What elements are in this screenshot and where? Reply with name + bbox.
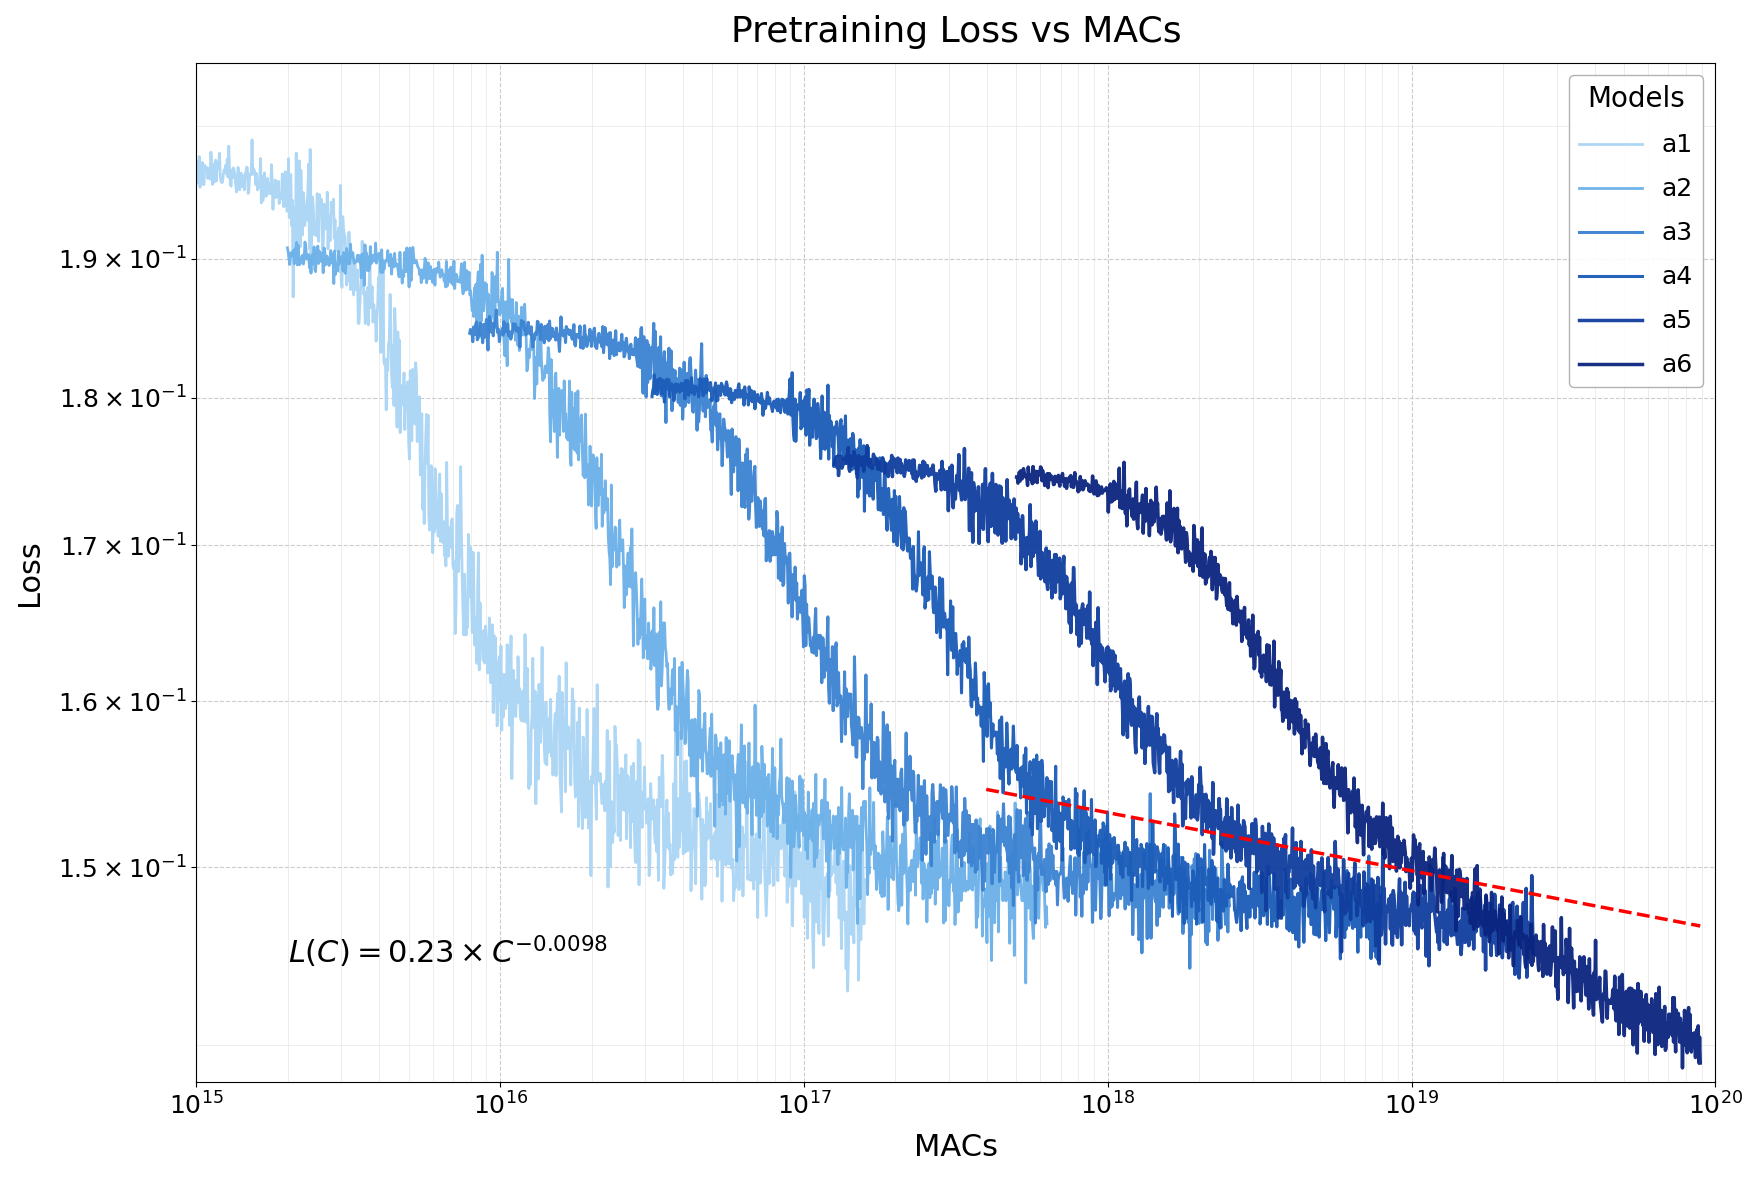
- Line: a6: a6: [1016, 463, 1699, 1068]
- a5: [1304, 891, 1325, 905]
- Y-axis label: Loss: Loss: [16, 539, 44, 606]
- a4: [936, 667, 958, 681]
- a5: [1132, 713, 1153, 727]
- a6: [1283, 705, 1304, 719]
- a4: [641, 390, 662, 404]
- a4: [963, 692, 984, 706]
- a5: [1107, 657, 1128, 671]
- a2: [276, 241, 297, 255]
- a3: [485, 302, 506, 317]
- a4: [1211, 884, 1232, 898]
- Legend: a1, a2, a3, a4, a5, a6: a1, a2, a3, a4, a5, a6: [1569, 75, 1703, 387]
- a3: [980, 877, 1001, 891]
- a2: [585, 503, 606, 517]
- a1: [422, 474, 443, 488]
- a5: [1522, 946, 1543, 960]
- a2: [870, 886, 891, 900]
- a1: [854, 872, 875, 886]
- a6: [1476, 915, 1497, 929]
- Line: a1: a1: [90, 140, 864, 991]
- a3: [1065, 873, 1086, 887]
- Text: $L(C) = 0.23 \times C^{-0.0098}$: $L(C) = 0.23 \times C^{-0.0098}$: [288, 933, 608, 970]
- a2: [1037, 917, 1058, 931]
- a6: [1075, 478, 1096, 492]
- a3: [538, 318, 559, 332]
- a3: [1179, 962, 1200, 976]
- a2: [1014, 976, 1035, 990]
- Line: a2: a2: [286, 242, 1047, 983]
- a6: [1539, 969, 1560, 983]
- a5: [856, 439, 877, 453]
- a3: [1218, 898, 1239, 912]
- a6: [1688, 1056, 1710, 1070]
- a6: [1671, 1060, 1692, 1075]
- a3: [1052, 840, 1074, 855]
- a3: [459, 326, 480, 340]
- a4: [782, 366, 803, 380]
- Line: a3: a3: [469, 310, 1228, 969]
- a5: [1508, 971, 1529, 985]
- a2: [611, 533, 633, 547]
- a5: [896, 455, 917, 470]
- a4: [715, 374, 736, 388]
- Title: Pretraining Loss vs MACs: Pretraining Loss vs MACs: [731, 15, 1181, 49]
- a5: [1369, 889, 1390, 903]
- a5: [1381, 938, 1402, 952]
- a6: [1005, 470, 1026, 484]
- a1: [836, 984, 857, 998]
- a4: [1370, 905, 1392, 919]
- a1: [698, 830, 719, 844]
- a2: [884, 819, 905, 833]
- a1: [611, 803, 633, 817]
- a4: [1223, 903, 1244, 917]
- Line: a5: a5: [835, 446, 1532, 978]
- Line: a4: a4: [652, 373, 1381, 960]
- a6: [1307, 757, 1328, 771]
- a1: [158, 165, 179, 179]
- a1: [394, 366, 415, 380]
- a4: [1367, 953, 1388, 967]
- a5: [824, 458, 845, 472]
- X-axis label: MACs: MACs: [914, 1133, 998, 1162]
- a2: [355, 255, 376, 270]
- a6: [1112, 455, 1133, 470]
- a2: [799, 813, 821, 827]
- a3: [794, 578, 815, 592]
- a4: [1142, 857, 1163, 871]
- a2: [293, 235, 315, 250]
- a1: [683, 818, 705, 832]
- a1: [79, 154, 100, 168]
- a3: [766, 513, 787, 527]
- a1: [241, 133, 262, 147]
- a6: [1551, 950, 1573, 964]
